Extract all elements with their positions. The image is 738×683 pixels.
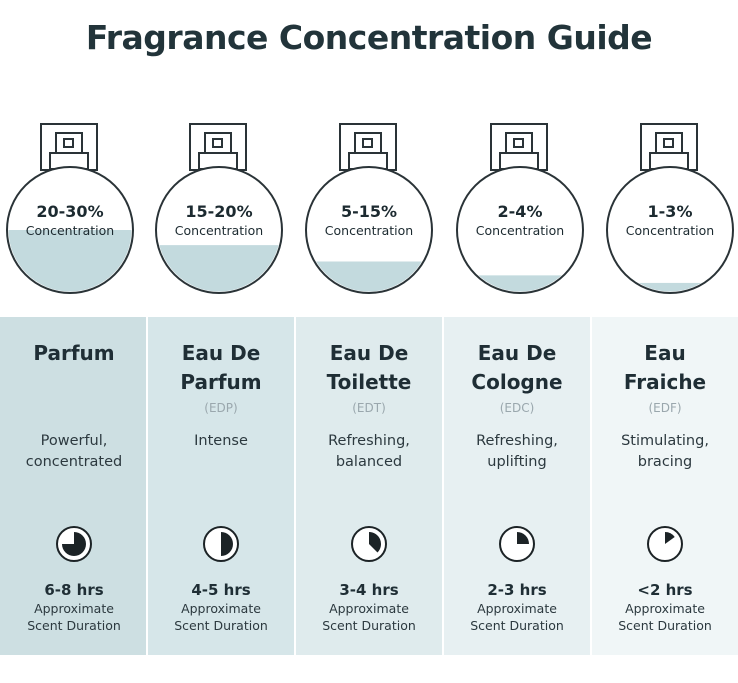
bottle-nozzle [663, 138, 674, 148]
liquid-fill [608, 282, 732, 292]
column-eau-de-toilette: Eau De Toilette (EDT) Refreshing, balanced… [295, 317, 443, 655]
type-abbreviation: (EDT) [352, 401, 386, 415]
perfume-bottle-icon [155, 123, 283, 294]
clock-pie-icon [56, 526, 92, 562]
bottle-nozzle [513, 138, 524, 148]
concentration-label: Concentration [625, 223, 715, 238]
column-divider [590, 317, 592, 655]
bottles-row: 20-30% Concentration 15-20% Concentratio… [0, 118, 738, 308]
bottle-body-bg [457, 167, 583, 293]
clock-wedge [517, 532, 529, 544]
bottle-eau-de-toilette: 5-15% Concentration [299, 118, 439, 308]
type-name: Eau De Parfum [180, 341, 262, 394]
duration-label: Approximate Scent Duration [470, 601, 564, 633]
duration-label: Approximate Scent Duration [322, 601, 416, 633]
perfume-bottle-icon [305, 123, 433, 294]
type-description: Powerful, concentrated [25, 433, 123, 470]
bottle-eau-de-parfum: 15-20% Concentration [149, 118, 289, 308]
clock-pie-icon [499, 526, 535, 562]
column-eau-de-parfum: Eau De Parfum (EDP) Intense 4-5 hrs Appro… [147, 317, 295, 655]
duration-label: Approximate Scent Duration [27, 601, 121, 633]
bottle-body [6, 166, 134, 294]
column-eau-de-cologne: Eau De Cologne (EDC) Refreshing, uplifting… [443, 317, 591, 655]
clock-pie-icon [351, 526, 387, 562]
concentration-percent: 15-20% [185, 202, 253, 221]
duration-hours: 2-3 hrs [487, 581, 547, 599]
duration-label: Approximate Scent Duration [618, 601, 712, 633]
bottle-nozzle [63, 138, 74, 148]
bottle-eau-fraiche: 1-3% Concentration [600, 118, 738, 308]
type-abbreviation: (EDP) [204, 401, 238, 415]
column-parfum: Parfum Powerful, concentrated 6-8 hrs App… [0, 317, 148, 655]
bottle-body [155, 166, 283, 294]
liquid-fill [307, 261, 431, 292]
clock-wedge [369, 532, 382, 553]
duration-hours: 3-4 hrs [339, 581, 399, 599]
type-name: Parfum [33, 341, 115, 365]
concentration-label: Concentration [174, 223, 264, 238]
concentration-percent: 1-3% [647, 202, 693, 221]
perfume-bottle-icon [6, 123, 134, 294]
column-divider [146, 317, 148, 655]
type-name: Eau De Cologne [471, 341, 563, 394]
duration-label: Approximate Scent Duration [174, 601, 268, 633]
bottle-nozzle [212, 138, 223, 148]
concentration-label: Concentration [324, 223, 414, 238]
clock-pie-icon [647, 526, 683, 562]
type-description: Intense [194, 433, 248, 449]
type-description: Stimulating, bracing [621, 433, 709, 470]
type-name: Eau Fraiche [623, 341, 707, 394]
bottle-body [456, 166, 584, 294]
duration-hours: 4-5 hrs [191, 581, 251, 599]
bottle-nozzle [362, 138, 373, 148]
concentration-percent: 20-30% [36, 202, 104, 221]
type-abbreviation: (EDF) [648, 401, 682, 415]
bottle-body [606, 166, 734, 294]
bottle-body-bg [607, 167, 733, 293]
perfume-bottle-icon [456, 123, 584, 294]
page-title: Fragrance Concentration Guide [85, 18, 653, 57]
duration-hours: <2 hrs [637, 581, 693, 599]
liquid-fill [8, 230, 132, 292]
duration-hours: 6-8 hrs [44, 581, 104, 599]
concentration-percent: 5-15% [340, 202, 398, 221]
concentration-percent: 2-4% [497, 202, 543, 221]
clock-wedge [62, 532, 86, 556]
type-description: Refreshing, uplifting [476, 433, 558, 470]
comparison-panel: Parfum Powerful, concentrated 6-8 hrs App… [0, 317, 738, 655]
liquid-fill [157, 245, 281, 292]
type-abbreviation: (EDC) [499, 401, 535, 415]
concentration-label: Concentration [25, 223, 115, 238]
bottle-body [305, 166, 433, 294]
clock-pie-icon [203, 526, 239, 562]
clock-wedge [665, 532, 675, 544]
bottle-parfum: 20-30% Concentration [0, 118, 140, 308]
column-divider [442, 317, 444, 655]
column-divider [294, 317, 296, 655]
bottle-eau-de-cologne: 2-4% Concentration [450, 118, 590, 308]
perfume-bottle-icon [606, 123, 734, 294]
type-description: Refreshing, balanced [328, 433, 410, 470]
column-eau-fraiche: Eau Fraiche (EDF) Stimulating, bracing <2 … [591, 317, 738, 655]
type-name: Eau De Toilette [326, 341, 412, 394]
clock-wedge [221, 532, 233, 556]
concentration-label: Concentration [475, 223, 565, 238]
